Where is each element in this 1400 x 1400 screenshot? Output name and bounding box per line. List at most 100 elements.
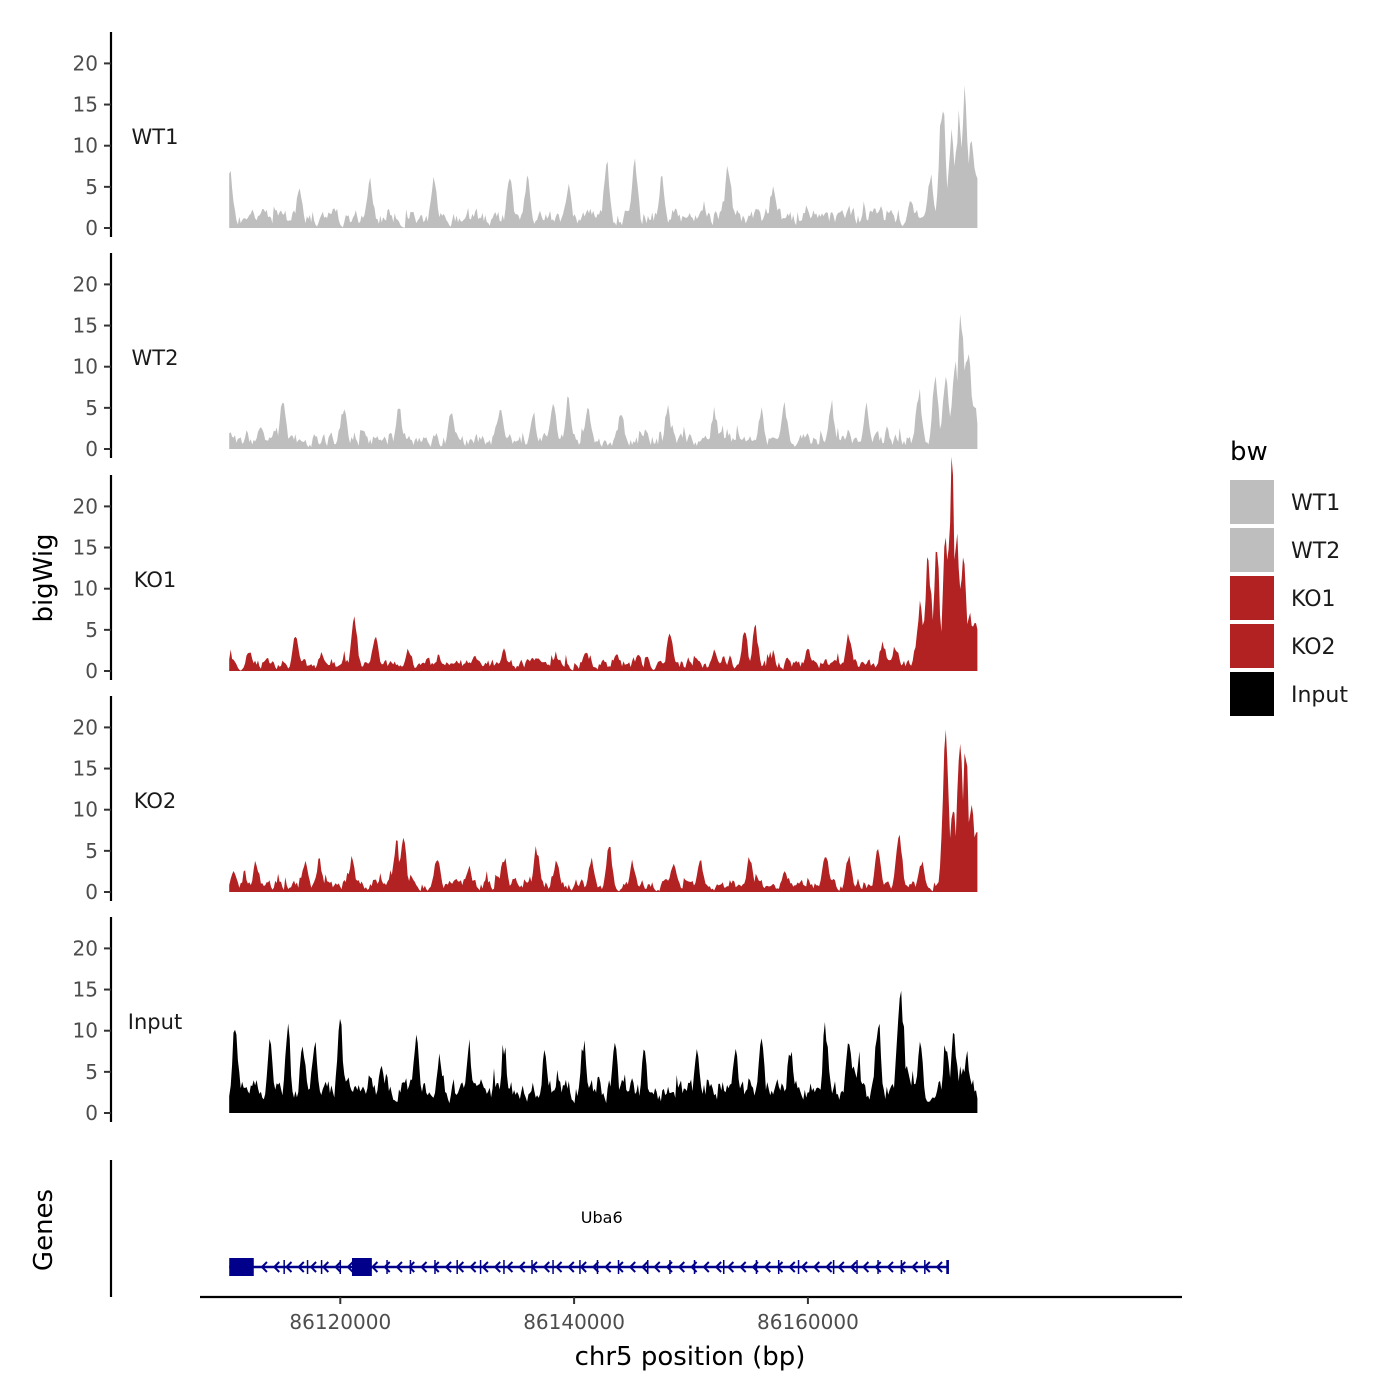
gene-exon [351, 1258, 372, 1276]
strand-arrow [653, 1261, 661, 1273]
strand-arrow [604, 1261, 612, 1273]
strand-arrow [665, 1261, 673, 1273]
strand-arrow [371, 1261, 379, 1273]
legend-swatch-wt1 [1230, 480, 1274, 524]
strand-arrow [751, 1261, 759, 1273]
x-axis-title: chr5 position (bp) [575, 1342, 806, 1372]
y-tick-label: 20 [73, 936, 98, 960]
track-label: Input [128, 1010, 182, 1034]
strand-arrow [579, 1261, 587, 1273]
strand-arrow [800, 1261, 808, 1273]
track-label: WT1 [132, 125, 179, 149]
gene-name-label: Uba6 [581, 1208, 623, 1227]
y-tick-label: 20 [73, 51, 98, 75]
strand-arrow [923, 1261, 931, 1273]
y-tick-label: 10 [73, 355, 98, 379]
strand-arrow [739, 1261, 747, 1273]
legend-label-wt1: WT1 [1291, 491, 1340, 516]
strand-arrow [395, 1261, 403, 1273]
track-wt1: 0 5 10 15 20 WT1 [73, 32, 978, 240]
strand-arrow [898, 1261, 906, 1273]
coverage-area-input [229, 990, 978, 1113]
strand-arrow [260, 1261, 268, 1273]
track-label: WT2 [132, 346, 179, 370]
strand-arrow [383, 1261, 391, 1273]
strand-arrow [432, 1261, 440, 1273]
strand-arrow [825, 1261, 833, 1273]
legend-swatch-wt2 [1230, 528, 1274, 572]
strand-arrow [272, 1261, 280, 1273]
strand-arrow [837, 1261, 845, 1273]
track-ko2: 0 5 10 15 20 KO2 [73, 696, 978, 904]
legend-swatch-ko2 [1230, 624, 1274, 668]
y-tick-label: 5 [85, 396, 98, 420]
track-input: 0 5 10 15 20 Input [73, 917, 978, 1125]
strand-arrow [334, 1261, 342, 1273]
strand-arrow [321, 1261, 330, 1273]
y-tick-label: 10 [73, 134, 98, 158]
strand-arrow [567, 1261, 575, 1273]
y-tick-label: 10 [73, 1019, 98, 1043]
strand-arrow [641, 1261, 649, 1273]
strand-arrow [714, 1261, 722, 1273]
y-tick-label: 15 [73, 978, 98, 1002]
strand-arrow [346, 1261, 354, 1273]
strand-arrow [677, 1261, 686, 1273]
coverage-area-wt1 [229, 85, 978, 228]
track-label: KO2 [134, 789, 177, 813]
track-wt2: 0 5 10 15 20 WT2 [73, 253, 978, 461]
strand-arrow [506, 1261, 514, 1273]
strand-arrow [935, 1261, 943, 1273]
gene-track: Uba6 [109, 1160, 949, 1297]
y-axis-title: bigWig [29, 533, 59, 622]
strand-arrow [726, 1261, 735, 1273]
y-tick-label: 0 [85, 216, 98, 240]
y-tick-label: 5 [85, 1060, 98, 1084]
bigwig-tracks: 0 5 10 15 20 WT1 0 5 10 15 20 WT2 0 5 10 15 20 KO1 0 5 10 15 2… [73, 32, 978, 1125]
strand-arrow [702, 1261, 710, 1273]
x-tick-label: 86140000 [523, 1310, 625, 1334]
x-tick-label: 86160000 [757, 1310, 859, 1334]
strand-arrow [886, 1261, 894, 1273]
legend-swatch-ko1 [1230, 576, 1274, 620]
coverage-area-ko2 [229, 729, 978, 892]
strand-arrow [481, 1261, 489, 1273]
y-tick-label: 5 [85, 618, 98, 642]
strand-arrow [285, 1261, 293, 1273]
strand-arrow [297, 1261, 305, 1273]
strand-arrow [628, 1261, 636, 1273]
x-axis: 86120000 86140000 86160000 [200, 1295, 1182, 1334]
legend-swatch-input [1230, 672, 1274, 716]
strand-arrow [493, 1261, 501, 1273]
track-label: KO1 [134, 568, 177, 592]
strand-arrow [776, 1261, 784, 1273]
strand-arrow [874, 1261, 882, 1273]
strand-arrow [591, 1261, 600, 1273]
y-tick-label: 15 [73, 757, 98, 781]
strand-arrow [849, 1261, 857, 1273]
genes-axis-title: Genes [29, 1189, 59, 1271]
legend-label-ko1: KO1 [1291, 587, 1336, 612]
y-tick-label: 20 [73, 715, 98, 739]
y-tick-label: 0 [85, 437, 98, 461]
strand-arrow [763, 1261, 771, 1273]
strand-arrow [812, 1261, 821, 1273]
strand-arrow [788, 1261, 796, 1273]
legend-title: bw [1230, 437, 1268, 467]
strand-arrow [690, 1261, 698, 1273]
strand-arrow [518, 1261, 526, 1273]
legend-label-input: Input [1291, 683, 1348, 708]
y-tick-label: 0 [85, 1101, 98, 1125]
gene-exon [229, 1258, 254, 1276]
y-tick-label: 20 [73, 494, 98, 518]
y-tick-label: 0 [85, 659, 98, 683]
legend: bw WT1 WT2 KO1 KO2 Input [1230, 437, 1348, 716]
strand-arrow [456, 1261, 465, 1273]
strand-arrow [911, 1261, 919, 1273]
y-tick-label: 10 [73, 577, 98, 601]
strand-arrow [542, 1261, 550, 1273]
strand-arrow [407, 1261, 415, 1273]
x-tick-label: 86120000 [289, 1310, 391, 1334]
strand-arrow [530, 1261, 538, 1273]
